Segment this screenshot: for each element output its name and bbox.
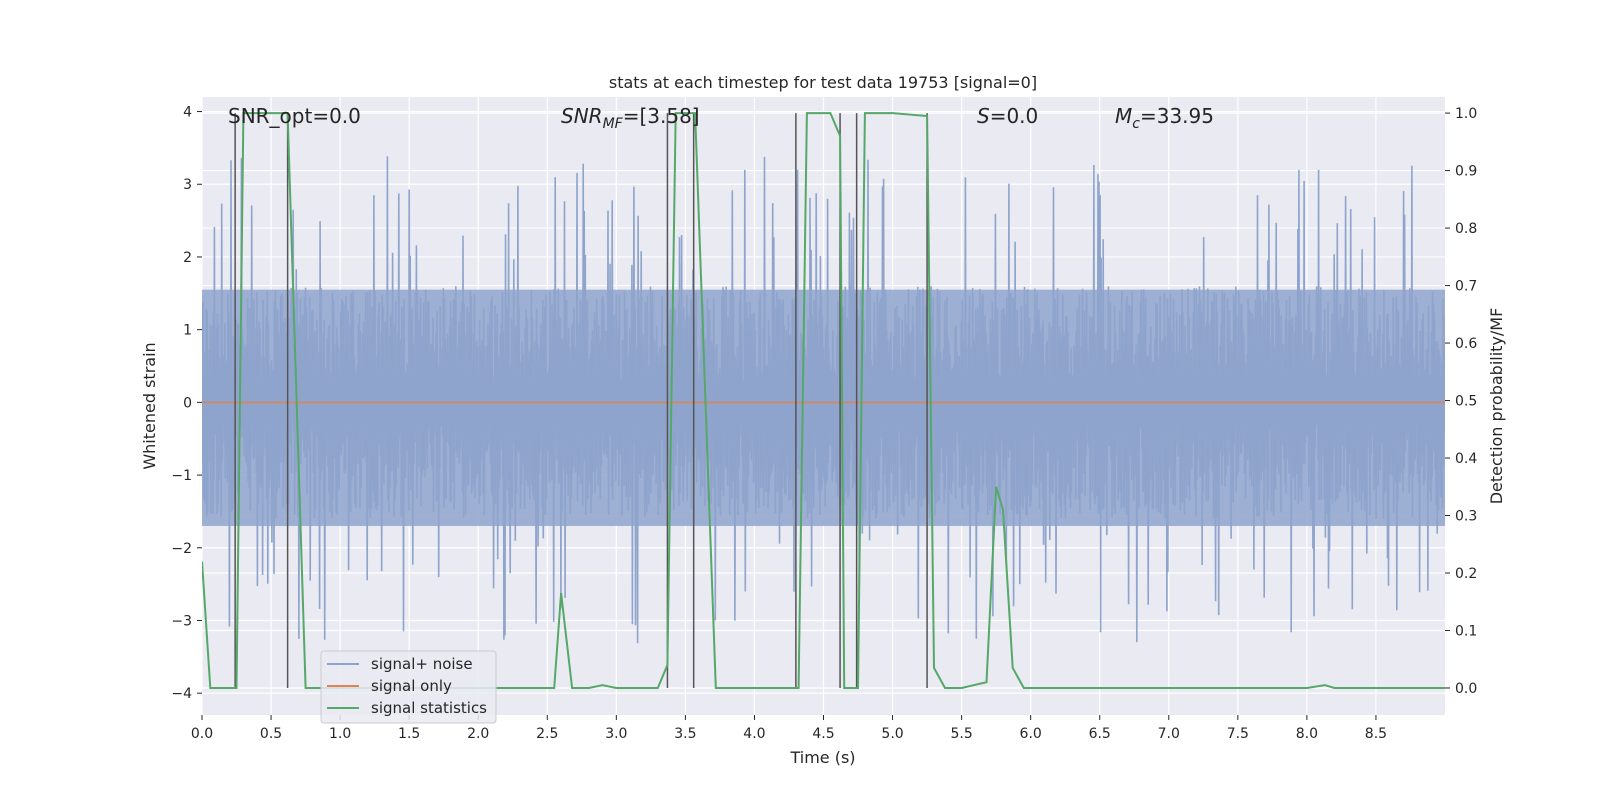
right-y-tick-label: 0.1 — [1455, 623, 1477, 639]
snr-mf-symbol: SNR — [561, 104, 603, 128]
x-tick-label: 4.5 — [812, 726, 834, 742]
x-tick-label: 5.5 — [950, 726, 972, 742]
right-y-tick-label: 0.5 — [1455, 394, 1477, 410]
right-y-axis-label: Detection probability/MF — [1487, 308, 1506, 505]
legend-label-signal-noise: signal+ noise — [371, 655, 473, 673]
x-tick-label: 7.5 — [1227, 726, 1249, 742]
left-y-tick-label: 2 — [183, 250, 192, 266]
signal-plus-noise-series — [202, 156, 1445, 644]
s-value: =0.0 — [990, 104, 1039, 128]
left-y-tick-label: 0 — [183, 395, 192, 411]
x-tick-label: 1.5 — [398, 726, 420, 742]
s-symbol: S — [977, 104, 990, 128]
signal-statistics-series — [202, 112, 1445, 689]
x-tick-label: 2.0 — [467, 726, 489, 742]
signal-statistics-line — [202, 112, 1445, 689]
mc-symbol: M — [1115, 104, 1132, 128]
right-y-tick-label: 0.7 — [1455, 279, 1477, 295]
right-y-tick-label: 0.3 — [1455, 509, 1477, 525]
x-tick-label: 4.0 — [743, 726, 765, 742]
right-y-tick-label: 0.0 — [1455, 681, 1477, 697]
x-tick-label: 1.0 — [329, 726, 351, 742]
signal-noise-line — [202, 156, 1445, 644]
left-y-tick-label: −2 — [171, 541, 192, 557]
legend-box — [320, 650, 497, 724]
right-y-tick-label: 0.9 — [1455, 164, 1477, 180]
mc-subscript: c — [1132, 116, 1140, 132]
right-y-tick-label: 0.4 — [1455, 451, 1477, 467]
x-tick-label: 7.0 — [1158, 726, 1180, 742]
legend: signal+ noise signal only signal statist… — [320, 650, 497, 724]
left-y-tick-label: −4 — [171, 686, 192, 702]
x-tick-label: 6.0 — [1020, 726, 1042, 742]
left-y-tick-label: 1 — [183, 323, 192, 339]
snr-mf-annotation: SNRMF=[3.58] — [561, 104, 700, 132]
legend-label-signal-statistics: signal statistics — [371, 699, 487, 717]
x-tick-label: 3.0 — [605, 726, 627, 742]
s-annotation: S=0.0 — [977, 104, 1038, 128]
x-tick-label: 5.0 — [881, 726, 903, 742]
right-y-tick-label: 0.2 — [1455, 566, 1477, 582]
x-axis-label: Time (s) — [789, 748, 855, 767]
left-y-tick-label: −3 — [171, 613, 192, 629]
x-tick-label: 0.0 — [191, 726, 213, 742]
snr-opt-annotation: SNR_opt=0.0 — [228, 104, 361, 128]
left-y-axis-label: Whitened strain — [140, 342, 159, 469]
mc-value: =33.95 — [1140, 104, 1214, 128]
right-y-tick-label: 0.8 — [1455, 221, 1477, 237]
right-y-tick-label: 1.0 — [1455, 106, 1477, 122]
x-tick-label: 8.0 — [1296, 726, 1318, 742]
left-y-axis-ticks: −4 −3 −2 −1 0 1 2 3 4 — [171, 105, 202, 702]
right-y-axis-ticks: 0.0 0.1 0.2 0.3 0.4 0.5 0.6 0.7 0.8 0.9 1.0 — [1445, 106, 1477, 697]
right-y-tick-label: 0.6 — [1455, 336, 1477, 352]
left-y-tick-label: 3 — [183, 177, 192, 193]
x-tick-label: 3.5 — [674, 726, 696, 742]
x-tick-label: 2.5 — [536, 726, 558, 742]
chart-title: stats at each timestep for test data 197… — [609, 73, 1037, 92]
vertical-markers — [234, 113, 928, 688]
left-y-tick-label: −1 — [171, 468, 192, 484]
x-tick-label: 0.5 — [260, 726, 282, 742]
x-tick-label: 8.5 — [1365, 726, 1387, 742]
mc-annotation: Mc=33.95 — [1115, 104, 1214, 132]
snr-mf-value: =[3.58] — [623, 104, 700, 128]
left-y-tick-label: 4 — [183, 105, 192, 121]
x-axis-ticks: 0.0 0.5 1.0 1.5 2.0 2.5 3.0 3.5 4.0 4.5 5.0 5.5 6.0 6… — [191, 715, 1387, 742]
legend-label-signal-only: signal only — [371, 677, 452, 695]
x-tick-label: 6.5 — [1089, 726, 1111, 742]
snr-mf-subscript: MF — [603, 116, 624, 132]
